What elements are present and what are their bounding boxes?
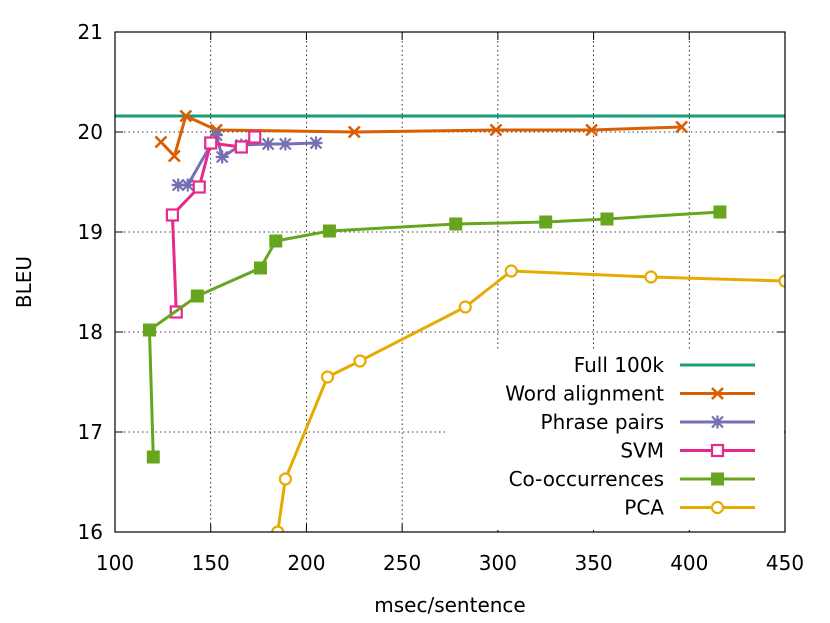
filled-square-marker	[711, 472, 724, 486]
legend-item: SVM	[620, 439, 755, 463]
legend-item: Word alignment	[505, 382, 755, 406]
circle-marker	[353, 354, 367, 368]
x-tick-label: 200	[287, 551, 325, 575]
x-marker	[489, 123, 503, 137]
square-marker	[234, 140, 248, 154]
series-layer	[115, 109, 785, 532]
series-line	[147, 210, 721, 458]
asterisk-marker	[711, 415, 724, 429]
filled-square-marker	[539, 215, 553, 229]
legend-label: PCA	[624, 496, 664, 520]
x-marker	[167, 149, 181, 163]
asterisk-marker	[261, 137, 275, 151]
filled-square-marker	[600, 212, 614, 226]
legend-item: Full 100k	[574, 353, 755, 377]
legend-item: Phrase pairs	[541, 410, 755, 434]
filled-square-marker	[322, 224, 336, 238]
x-tick-label: 250	[383, 551, 421, 575]
circle-marker	[271, 525, 285, 532]
filled-square-marker	[713, 205, 727, 219]
x-tick-label: 450	[766, 551, 804, 575]
square-marker	[165, 208, 180, 222]
x-marker	[675, 120, 689, 134]
series-line	[276, 269, 785, 532]
y-tick-label: 17	[78, 420, 103, 444]
series-co-occurrences	[142, 205, 727, 464]
asterisk-marker	[278, 137, 292, 151]
x-tick-label: 350	[574, 551, 612, 575]
series-word-alignment	[154, 109, 689, 163]
ticks: 100 150 200 250 300 350 400 450 16 17 18 19 20 21	[78, 20, 805, 575]
y-tick-label: 19	[78, 220, 103, 244]
x-marker	[711, 387, 724, 400]
asterisk-marker	[309, 136, 323, 150]
x-tick-label: 300	[479, 551, 517, 575]
filled-square-marker	[142, 323, 156, 337]
circle-marker	[504, 264, 518, 278]
filled-square-marker	[269, 234, 283, 248]
x-tick-label: 400	[670, 551, 708, 575]
series-pca	[271, 264, 785, 532]
circle-marker	[458, 300, 472, 314]
series-line	[159, 113, 682, 159]
plot-frame	[114, 31, 786, 533]
x-marker	[154, 135, 168, 149]
y-tick-label: 16	[78, 520, 103, 544]
filled-square-marker	[190, 289, 204, 303]
legend-label: Co-occurrences	[509, 467, 664, 491]
x-marker	[179, 109, 193, 123]
y-tick-label: 20	[78, 120, 103, 144]
legend-item: PCA	[624, 496, 755, 520]
y-axis-label: BLEU	[12, 256, 36, 308]
square-marker	[710, 443, 725, 458]
square-marker	[192, 180, 206, 194]
filled-square-marker	[253, 261, 267, 275]
legend-background	[448, 350, 784, 530]
circle-marker	[644, 270, 658, 284]
series-line	[170, 135, 256, 313]
legend-label: Word alignment	[505, 382, 664, 406]
y-tick-label: 21	[78, 20, 103, 44]
filled-square-marker	[449, 217, 463, 231]
circle-marker	[710, 500, 725, 515]
legend-label: Full 100k	[574, 353, 665, 377]
asterisk-marker	[181, 178, 195, 192]
x-tick-label: 100	[96, 551, 134, 575]
legend-label: SVM	[620, 439, 664, 463]
circle-marker	[320, 370, 335, 384]
circle-marker	[778, 274, 785, 288]
asterisk-marker	[215, 150, 229, 164]
y-tick-label: 18	[78, 320, 103, 344]
x-axis-label: msec/sentence	[374, 593, 525, 617]
circle-marker	[278, 472, 292, 486]
x-marker	[585, 123, 599, 137]
legend-item: Co-occurrences	[509, 467, 755, 491]
asterisk-marker	[209, 128, 223, 142]
x-marker	[347, 125, 361, 139]
legend: Full 100k Word alignment Phrase pairs SVM Co…	[448, 350, 784, 530]
square-marker	[204, 136, 218, 150]
filled-square-marker	[146, 450, 160, 464]
square-marker	[248, 130, 262, 144]
asterisk-marker	[171, 178, 185, 192]
x-tick-label: 150	[192, 551, 230, 575]
legend-label: Phrase pairs	[541, 410, 664, 434]
